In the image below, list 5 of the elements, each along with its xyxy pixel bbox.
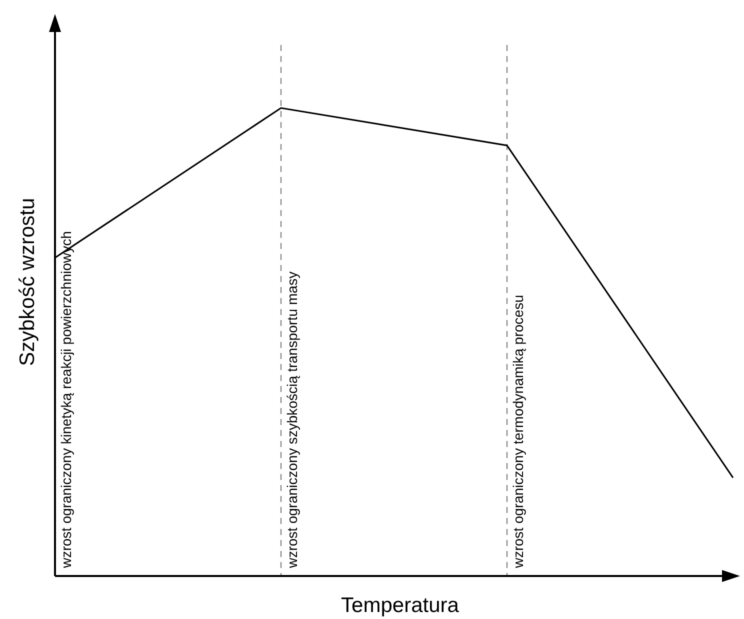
- annotation: wzrost ograniczony termodynamiką procesu: [510, 294, 526, 569]
- annotation: wzrost ograniczony szybkością transportu masy: [284, 272, 300, 569]
- annotation: wzrost ograniczony kinetyką reakcji powierzchniowych: [58, 231, 74, 569]
- y-axis-title: Szybkość wzrostu: [16, 198, 39, 366]
- x-axis-title: Temperatura: [341, 594, 460, 617]
